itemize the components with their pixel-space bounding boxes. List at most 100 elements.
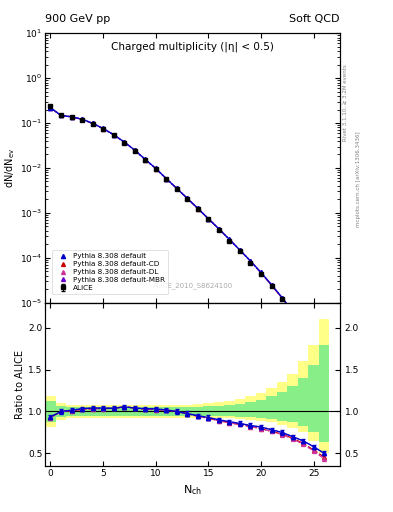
Pythia 8.308 default-CD <box>269 282 274 288</box>
Pythia 8.308 default-CD <box>206 216 211 222</box>
Pythia 8.308 default-MBR <box>269 282 274 288</box>
Pythia 8.308 default-MBR <box>174 185 179 191</box>
Text: Rivet 3.1.10, ≥ 3.2M events: Rivet 3.1.10, ≥ 3.2M events <box>343 64 348 141</box>
Pythia 8.308 default-CD <box>185 195 190 201</box>
Pythia 8.308 default <box>301 323 305 329</box>
Pythia 8.308 default <box>280 294 285 301</box>
Pythia 8.308 default-CD <box>290 309 295 315</box>
Pythia 8.308 default-DL <box>153 165 158 172</box>
Pythia 8.308 default-DL <box>290 309 295 315</box>
Pythia 8.308 default-MBR <box>48 104 53 111</box>
Pythia 8.308 default <box>185 195 190 201</box>
Pythia 8.308 default-MBR <box>311 338 316 344</box>
Pythia 8.308 default-DL <box>101 125 105 132</box>
Pythia 8.308 default-MBR <box>69 114 74 120</box>
Pythia 8.308 default-CD <box>227 237 232 243</box>
X-axis label: N$_{\mathsf{ch}}$: N$_{\mathsf{ch}}$ <box>183 483 202 497</box>
Pythia 8.308 default-MBR <box>290 308 295 314</box>
Pythia 8.308 default-DL <box>269 282 274 288</box>
Text: mcplots.cern.ch [arXiv:1306.3436]: mcplots.cern.ch [arXiv:1306.3436] <box>356 132 361 227</box>
Pythia 8.308 default <box>153 165 158 172</box>
Pythia 8.308 default-MBR <box>132 147 137 153</box>
Pythia 8.308 default-MBR <box>122 139 127 145</box>
Pythia 8.308 default-CD <box>322 358 327 364</box>
Pythia 8.308 default-CD <box>143 157 147 163</box>
Pythia 8.308 default-DL <box>143 157 147 163</box>
Pythia 8.308 default-MBR <box>206 216 211 222</box>
Pythia 8.308 default-DL <box>132 147 137 153</box>
Pythia 8.308 default-DL <box>111 132 116 138</box>
Pythia 8.308 default <box>59 112 63 118</box>
Pythia 8.308 default <box>80 116 84 122</box>
Pythia 8.308 default-CD <box>280 295 285 301</box>
Pythia 8.308 default-DL <box>122 139 127 145</box>
Pythia 8.308 default-DL <box>48 105 53 111</box>
Pythia 8.308 default-MBR <box>90 120 95 126</box>
Pythia 8.308 default-CD <box>174 185 179 191</box>
Text: ALICE_2010_S8624100: ALICE_2010_S8624100 <box>152 283 233 289</box>
Pythia 8.308 default-DL <box>206 216 211 222</box>
Pythia 8.308 default-MBR <box>185 195 190 201</box>
Pythia 8.308 default-DL <box>301 324 305 330</box>
Pythia 8.308 default-DL <box>164 176 169 182</box>
Pythia 8.308 default <box>269 282 274 288</box>
Pythia 8.308 default-CD <box>195 205 200 211</box>
Pythia 8.308 default <box>227 237 232 243</box>
Pythia 8.308 default-DL <box>69 114 74 120</box>
Y-axis label: Ratio to ALICE: Ratio to ALICE <box>15 350 25 419</box>
Pythia 8.308 default-MBR <box>153 165 158 172</box>
Line: Pythia 8.308 default: Pythia 8.308 default <box>48 105 326 360</box>
Pythia 8.308 default <box>322 355 327 361</box>
Pythia 8.308 default-CD <box>101 125 105 132</box>
Line: Pythia 8.308 default-CD: Pythia 8.308 default-CD <box>48 106 326 363</box>
Pythia 8.308 default-CD <box>80 116 84 122</box>
Pythia 8.308 default-MBR <box>259 269 263 275</box>
Pythia 8.308 default-MBR <box>238 247 242 253</box>
Pythia 8.308 default <box>174 185 179 191</box>
Pythia 8.308 default-CD <box>69 114 74 120</box>
Pythia 8.308 default <box>101 125 105 132</box>
Text: Charged multiplicity (|η| < 0.5): Charged multiplicity (|η| < 0.5) <box>111 41 274 52</box>
Pythia 8.308 default <box>259 269 263 275</box>
Pythia 8.308 default-CD <box>259 270 263 276</box>
Pythia 8.308 default <box>143 156 147 162</box>
Pythia 8.308 default-MBR <box>164 176 169 182</box>
Pythia 8.308 default-CD <box>248 258 253 264</box>
Pythia 8.308 default-DL <box>227 237 232 243</box>
Pythia 8.308 default <box>69 114 74 120</box>
Pythia 8.308 default-MBR <box>322 355 327 361</box>
Pythia 8.308 default-DL <box>238 247 242 253</box>
Text: 900 GeV pp: 900 GeV pp <box>45 14 110 24</box>
Pythia 8.308 default-MBR <box>195 205 200 211</box>
Line: Pythia 8.308 default-DL: Pythia 8.308 default-DL <box>48 106 326 364</box>
Pythia 8.308 default <box>111 132 116 138</box>
Pythia 8.308 default-DL <box>248 258 253 264</box>
Pythia 8.308 default <box>164 176 169 182</box>
Text: Soft QCD: Soft QCD <box>290 14 340 24</box>
Pythia 8.308 default-CD <box>217 226 221 232</box>
Pythia 8.308 default-CD <box>301 324 305 330</box>
Pythia 8.308 default-MBR <box>59 112 63 118</box>
Pythia 8.308 default-DL <box>80 116 84 122</box>
Pythia 8.308 default-CD <box>59 112 63 118</box>
Pythia 8.308 default <box>122 139 127 145</box>
Pythia 8.308 default-DL <box>59 112 63 118</box>
Pythia 8.308 default-DL <box>185 195 190 201</box>
Pythia 8.308 default-CD <box>111 132 116 138</box>
Pythia 8.308 default-DL <box>280 295 285 301</box>
Pythia 8.308 default-DL <box>90 120 95 126</box>
Pythia 8.308 default-CD <box>48 105 53 111</box>
Pythia 8.308 default <box>90 120 95 126</box>
Pythia 8.308 default-MBR <box>280 294 285 301</box>
Pythia 8.308 default <box>132 147 137 153</box>
Pythia 8.308 default-CD <box>90 120 95 126</box>
Pythia 8.308 default-MBR <box>80 116 84 122</box>
Line: Pythia 8.308 default-MBR: Pythia 8.308 default-MBR <box>48 106 326 360</box>
Pythia 8.308 default-CD <box>238 247 242 253</box>
Pythia 8.308 default-DL <box>174 185 179 191</box>
Pythia 8.308 default <box>238 247 242 253</box>
Pythia 8.308 default <box>48 104 53 111</box>
Pythia 8.308 default-DL <box>217 226 221 232</box>
Pythia 8.308 default <box>311 338 316 344</box>
Pythia 8.308 default-MBR <box>101 125 105 132</box>
